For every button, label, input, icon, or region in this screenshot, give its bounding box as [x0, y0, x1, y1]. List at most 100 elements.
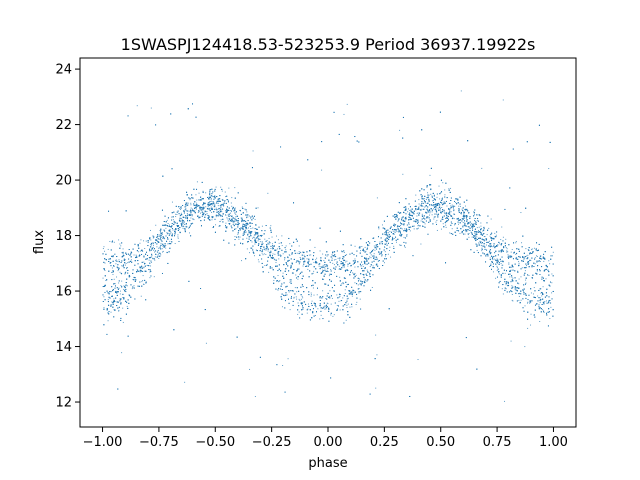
data-point — [184, 221, 185, 223]
data-point — [460, 90, 462, 92]
data-point — [341, 283, 343, 285]
data-point — [334, 271, 336, 273]
data-point — [329, 295, 331, 297]
data-point — [191, 215, 193, 217]
data-point — [325, 298, 327, 300]
data-point — [478, 242, 480, 244]
data-point — [362, 265, 364, 267]
data-point — [299, 257, 301, 259]
data-point — [142, 283, 144, 285]
data-point — [135, 254, 137, 256]
data-point — [432, 205, 434, 207]
data-point — [475, 232, 477, 234]
data-point — [159, 234, 161, 236]
data-point — [360, 250, 362, 252]
data-point — [500, 249, 502, 251]
data-point — [396, 217, 398, 219]
data-point — [269, 255, 271, 257]
data-point — [520, 299, 522, 301]
data-point — [159, 237, 161, 239]
data-point — [346, 254, 348, 256]
data-point — [507, 254, 509, 256]
data-point — [342, 297, 344, 299]
data-point — [393, 245, 395, 247]
data-point — [533, 287, 535, 289]
data-point — [182, 227, 184, 229]
data-point — [465, 231, 467, 233]
data-point — [249, 252, 251, 254]
data-point — [145, 240, 147, 242]
data-point — [481, 250, 483, 252]
data-point — [270, 225, 272, 227]
data-point — [141, 266, 143, 268]
data-point — [446, 205, 448, 207]
data-point — [481, 167, 483, 169]
data-point — [364, 267, 366, 269]
data-point — [370, 254, 372, 256]
data-point — [117, 270, 119, 272]
data-point — [206, 210, 208, 212]
data-point — [410, 209, 412, 211]
data-point — [140, 250, 142, 252]
data-point — [540, 292, 542, 294]
data-point — [476, 236, 478, 238]
data-point — [252, 237, 254, 239]
data-point — [220, 186, 222, 188]
data-point — [502, 99, 504, 101]
data-point — [122, 297, 124, 298]
data-point — [214, 196, 216, 198]
data-point — [254, 218, 256, 220]
data-point — [416, 219, 418, 221]
data-point — [539, 302, 541, 304]
data-point — [159, 252, 161, 254]
data-point — [296, 298, 298, 300]
data-point — [417, 225, 419, 227]
data-point — [304, 260, 306, 262]
data-point — [338, 296, 340, 298]
data-point — [473, 214, 475, 216]
data-point — [527, 262, 529, 264]
data-point — [300, 298, 302, 300]
data-point — [405, 213, 407, 215]
data-point — [429, 210, 431, 212]
data-point — [248, 215, 250, 217]
data-point — [153, 251, 155, 253]
data-point — [485, 239, 487, 241]
data-point — [478, 226, 480, 228]
data-point — [395, 224, 397, 225]
data-point — [480, 245, 482, 246]
data-point — [323, 260, 325, 262]
data-point — [354, 258, 356, 260]
data-point — [326, 269, 328, 271]
data-point — [418, 199, 420, 201]
data-point — [393, 225, 395, 227]
data-point — [541, 295, 543, 297]
data-point — [481, 245, 483, 247]
data-point — [535, 248, 537, 250]
data-point — [212, 196, 214, 198]
data-point — [526, 265, 528, 267]
data-point — [169, 240, 171, 242]
data-point — [421, 213, 423, 215]
data-point — [508, 262, 510, 264]
data-point — [290, 264, 292, 266]
data-point — [394, 231, 396, 233]
data-point — [420, 220, 422, 222]
data-point — [280, 256, 282, 258]
data-point — [445, 224, 447, 226]
data-point — [481, 247, 483, 249]
data-point — [368, 257, 370, 259]
data-point — [464, 205, 466, 207]
data-point — [216, 211, 218, 213]
data-point — [198, 199, 200, 201]
data-point — [247, 216, 249, 218]
data-point — [326, 302, 328, 304]
data-point — [484, 236, 486, 238]
data-point — [394, 224, 396, 226]
data-point — [344, 289, 346, 291]
data-point — [474, 231, 476, 233]
data-point — [303, 254, 305, 256]
data-point — [430, 204, 432, 206]
data-point — [378, 228, 380, 230]
data-point — [407, 226, 409, 228]
